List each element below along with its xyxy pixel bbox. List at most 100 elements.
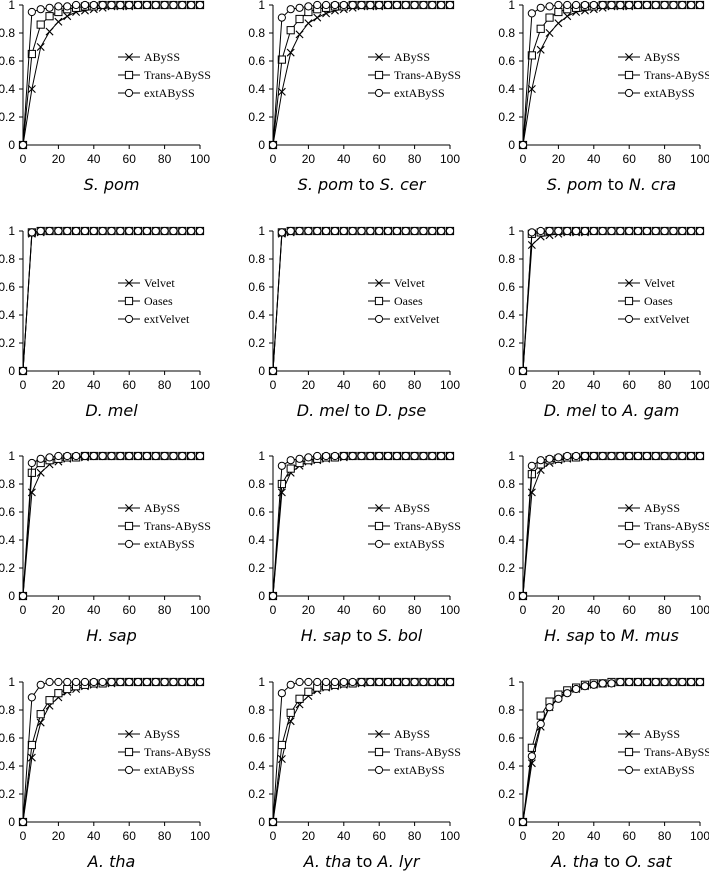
chart-10-data-point [36,718,45,727]
chart-3-data-point [633,0,643,10]
chart-3-title-part: N. cra [629,175,676,194]
chart-10-data-point [27,693,36,702]
chart-12: 0 0.2 0.4 0.6 0.8 1 0 20 40 60 80 100 ABySS Trans-ABy… [498,675,709,871]
chart-2-legend-label: Trans-ABySS [394,68,461,82]
chart-3-ytick-label: 1 [508,0,515,12]
chart-3-data-point [572,0,581,10]
chart-8-data-point [348,451,357,461]
chart-4-data-point [63,226,72,236]
chart-4-xtick-label: 40 [87,378,101,392]
chart-6-xtick-label: 40 [587,378,601,392]
chart-11-series-circle [268,677,455,827]
chart-1-data-point [27,49,36,59]
chart-3-data-point [669,0,678,10]
chart-6-series-line [522,230,700,372]
chart-12-data-point [695,677,705,687]
chart-9-data-point [625,451,634,461]
chart-4-data-point [125,226,134,236]
chart-7-legend-marker [125,504,133,512]
chart-8-title: H. sap to S. bol [301,626,423,645]
chart-9-legend: ABySS Trans-ABySS extABySS [618,501,709,551]
chart-2-data-point [286,5,295,14]
chart-10-data-point [27,753,36,762]
chart-5-xtick-label: 60 [373,378,387,392]
chart-4-data-point [160,226,169,236]
chart-4-data-point [80,226,90,236]
chart-2-title-part: to [354,175,380,194]
chart-8-xtick-label: 80 [408,603,422,617]
chart-1-data-point [133,0,143,10]
chart-10-legend: ABySS Trans-ABySS extABySS [118,727,211,777]
chart-8-data-point [304,453,313,462]
chart-10-legend-marker [124,765,134,775]
chart-2-xtick-label: 80 [408,152,422,166]
chart-9-data-point [651,451,660,461]
chart-6-xtick-label: 60 [623,378,637,392]
chart-5-xtick-label: 20 [302,378,316,392]
chart-11-ytick-label: 0 [258,815,265,829]
chart-12-ytick-label: 0.2 [498,787,515,801]
chart-9-data-point [616,451,625,461]
chart-5-data-point [348,226,357,236]
chart-9-ytick-label: 0.4 [498,533,515,547]
chart-10-data-point [80,677,90,687]
chart-5-data-point [401,226,410,236]
chart-1-data-point [54,17,63,26]
chart-1-xtick-label: 80 [158,152,172,166]
chart-1-data-point [18,140,28,150]
chart-5-data-point [375,226,384,236]
chart-6-data-point [536,226,545,236]
chart-6-data-point [572,226,581,236]
chart-8-legend-marker [374,539,384,549]
chart-3-data-point [598,0,607,10]
chart-11-data-point [295,694,304,703]
chart-7-data-point [36,468,45,477]
chart-12-legend-label: ABySS [644,727,680,741]
chart-7-data-point [72,451,81,461]
chart-11-data-point [330,677,340,687]
chart-1-legend-marker [124,70,134,80]
chart-10-ytick-label: 0.6 [0,731,15,745]
chart-2-data-point [419,0,428,10]
chart-4-xtick-label: 0 [20,378,27,392]
chart-10-data-point [187,677,196,687]
chart-3-data-point [554,0,563,10]
chart-7: 0 0.2 0.4 0.6 0.8 1 0 20 40 60 80 100 ABySS Trans-ABy… [0,449,211,645]
chart-8-ytick-label: 0.4 [248,533,265,547]
chart-11-data-point [313,677,322,687]
chart-11-legend-marker [374,765,384,775]
chart-9-data-point [687,451,696,461]
chart-11-title-part: A. tha [303,852,352,871]
chart-4-xtick-label: 80 [158,378,172,392]
chart-3-data-point [536,24,545,33]
chart-1-data-point [27,85,36,93]
chart-11-xtick-label: 0 [270,829,277,843]
chart-3-xtick-label: 80 [658,152,672,166]
chart-6-xtick-label: 80 [658,378,672,392]
chart-12-ytick-label: 0.6 [498,731,515,745]
chart-2-legend-marker [374,88,384,98]
chart-11-data-point [304,677,313,687]
chart-7-ytick-label: 0.8 [0,477,15,491]
chart-6-ytick-label: 0.8 [498,252,515,266]
chart-9-data-point [633,451,643,461]
chart-8-legend-marker [375,504,383,512]
chart-6-data-point [607,226,616,236]
chart-5-legend: Velvet Oases extVelvet [368,276,440,326]
chart-4-legend-marker [124,296,134,306]
chart-11-ytick-label: 0.4 [248,759,265,773]
chart-7-legend-label: ABySS [144,501,180,515]
chart-2-series-circle [268,0,455,150]
chart-11-data-point [286,717,295,726]
chart-1-xtick-label: 60 [123,152,137,166]
chart-12-data-point [527,752,536,761]
chart-11-data-point [428,677,437,687]
chart-6-legend-label: Oases [644,294,673,308]
chart-4-legend-label: Oases [144,294,173,308]
chart-6-legend-label: Velvet [644,276,675,290]
chart-5-data-point [428,226,437,236]
chart-10-ytick-label: 1 [8,675,15,689]
chart-5-data-point [286,226,295,236]
chart-2-data-point [357,0,366,10]
chart-7-xtick-label: 40 [87,603,101,617]
